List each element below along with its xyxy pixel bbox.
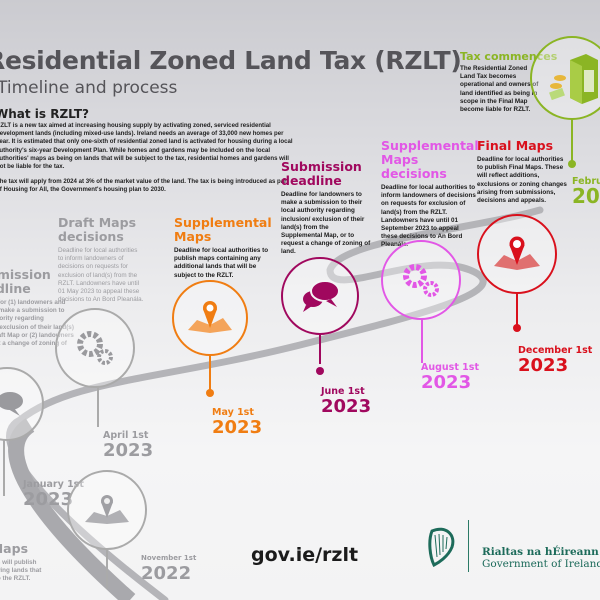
event-final-maps: Final Maps Deadline for local authoritie… — [477, 139, 567, 205]
page-subtitle: Timeline and process — [0, 78, 178, 98]
event-date: December 1st 2023 — [518, 345, 593, 376]
event-heading: Draft Maps — [0, 541, 29, 556]
event-date: January 1st 2023 — [23, 479, 84, 510]
event-stem — [209, 355, 211, 391]
event-circle — [55, 308, 135, 388]
event-submission-draft: Submission deadline Deadline for (1) lan… — [0, 268, 80, 356]
event-stem — [3, 440, 5, 496]
event-circle — [67, 470, 147, 550]
event-stem — [571, 119, 573, 163]
speech-bubble-icon — [0, 392, 23, 416]
gov-name-english: Government of Ireland — [482, 558, 600, 570]
event-dot — [206, 389, 214, 397]
event-heading: Tax commences — [460, 50, 558, 63]
gears-icon — [403, 264, 439, 297]
harp-logo-icon — [428, 527, 455, 567]
event-submission-supplemental: Submission deadline Deadline for landown… — [281, 160, 371, 257]
event-date: June 1st 2023 — [321, 386, 372, 417]
intro-paragraph-1: RZLT is a new tax aimed at increasing ho… — [0, 122, 293, 171]
event-text: Deadline for (1) landowners and others t… — [0, 299, 74, 348]
event-date: February 2024 — [572, 176, 600, 208]
event-date: August 1st 2023 — [421, 362, 479, 393]
event-dot — [316, 367, 324, 375]
event-stem — [97, 387, 99, 427]
event-text: Deadline for local authorities to publis… — [477, 156, 567, 205]
event-heading: Submission deadline — [0, 267, 51, 296]
event-date: May 1st 2023 — [212, 407, 263, 438]
intro-heading: What is RZLT? — [0, 107, 89, 121]
event-supplemental-decisions: Supplemental Maps decisions Deadline for… — [381, 138, 479, 250]
event-text: Deadline for local authorities to inform… — [381, 184, 476, 249]
event-text: The Residential Zoned Land Tax becomes o… — [460, 65, 539, 114]
speech-bubble-icon — [303, 280, 340, 312]
page-title: Residential Zoned Land Tax (RZLT) — [0, 46, 462, 75]
intro-text: RZLT is a new tax aimed at increasing ho… — [0, 122, 296, 202]
event-dot — [513, 324, 521, 332]
event-heading: Supplemental Maps decisions — [381, 138, 479, 181]
event-text: Deadline for local authorities to publis… — [174, 247, 269, 279]
event-stem — [421, 319, 423, 363]
event-heading: Supplemental Maps — [174, 215, 272, 244]
event-date: November 1st 2022 — [141, 554, 197, 584]
event-text: Deadline for local authorities to inform… — [58, 247, 144, 304]
map-pin-icon — [85, 495, 129, 524]
event-tax-commences: Tax commences The Residential Zoned Land… — [460, 50, 558, 114]
event-circle — [530, 36, 600, 120]
building-coins-icon — [549, 54, 598, 104]
event-dot — [568, 160, 576, 168]
event-text: Local authorities will publish Draft Map… — [0, 559, 42, 583]
event-circle — [172, 280, 248, 356]
gov-name-irish: Rialtas na hÉireann — [482, 546, 599, 558]
event-text: Deadline for landowners to make a submis… — [281, 191, 371, 256]
event-circle — [477, 214, 557, 294]
event-heading: Draft Maps decisions — [58, 215, 137, 244]
map-pin-icon — [494, 236, 540, 270]
event-heading: Final Maps — [477, 138, 554, 153]
event-heading: Submission deadline — [281, 159, 362, 188]
event-circle — [281, 257, 359, 335]
gears-icon — [77, 331, 113, 365]
event-stem — [106, 549, 108, 589]
event-circle — [381, 240, 461, 320]
intro-paragraph-2: The tax will apply from 2024 at 3% of th… — [0, 178, 289, 194]
event-stem — [319, 334, 321, 364]
logo-divider — [468, 520, 469, 572]
map-pin-icon — [188, 301, 232, 333]
event-stem — [516, 293, 518, 329]
event-date: April 1st 2023 — [103, 430, 154, 461]
event-supplemental-maps: Supplemental Maps Deadline for local aut… — [174, 216, 274, 280]
event-draft-maps: Draft Maps Local authorities will publis… — [0, 542, 50, 584]
event-draft-maps-decisions: Draft Maps decisions Deadline for local … — [58, 216, 144, 304]
website-link[interactable]: gov.ie/rzlt — [251, 544, 359, 566]
